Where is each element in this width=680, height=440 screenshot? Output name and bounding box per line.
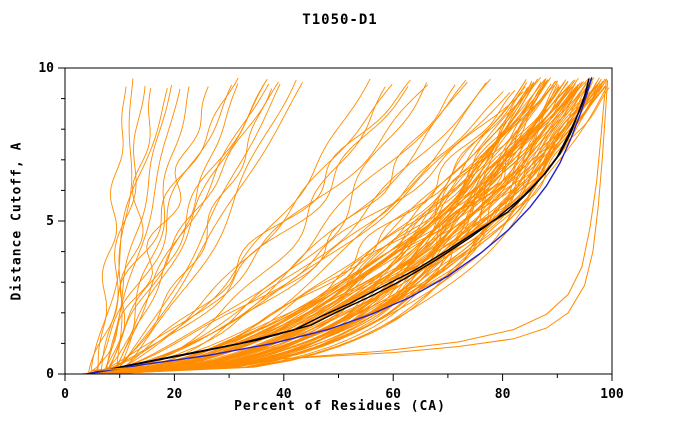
ensemble-curve xyxy=(91,85,555,374)
chart-title: T1050-D1 xyxy=(302,12,378,28)
ensemble-curve xyxy=(90,87,168,374)
ensemble-curve xyxy=(86,81,556,374)
curve-outlier-low-orange-2 xyxy=(92,78,607,371)
ensemble-curve xyxy=(107,80,533,374)
ensemble-curve xyxy=(100,83,239,374)
ensemble-curve xyxy=(98,91,524,374)
x-tick-label: 40 xyxy=(276,387,292,402)
y-tick-label: 5 xyxy=(46,214,54,229)
highlighted-curves xyxy=(86,77,609,374)
ensemble-curve xyxy=(84,83,535,374)
curve-model-black-2 xyxy=(86,78,592,374)
ensemble-curve xyxy=(93,81,583,374)
ensemble-curve xyxy=(103,90,516,374)
y-tick-label: 10 xyxy=(38,61,54,76)
ensemble-curve xyxy=(91,84,534,374)
ensemble-curve xyxy=(81,84,456,374)
ensemble-curve xyxy=(106,88,152,374)
ensemble-curve xyxy=(105,78,268,374)
ensemble-curve xyxy=(87,86,209,374)
ensemble-curve xyxy=(102,81,593,374)
x-tick-label: 0 xyxy=(61,387,69,402)
ensemble-curve xyxy=(93,84,233,374)
ensemble-curve xyxy=(110,79,411,374)
x-tick-label: 100 xyxy=(600,387,624,402)
x-tick-label: 60 xyxy=(385,387,401,402)
curve-model-blue xyxy=(86,77,593,374)
ensemble-curve xyxy=(116,86,190,374)
ensemble-curve xyxy=(95,77,595,374)
ensemble-curve xyxy=(97,86,127,374)
ensemble-curve xyxy=(89,86,409,374)
ensemble-curve xyxy=(87,77,239,374)
axis-ticks xyxy=(58,67,613,381)
x-tick-label: 80 xyxy=(495,387,511,402)
ensemble-curve xyxy=(115,83,270,374)
ensemble-curve xyxy=(101,77,579,374)
ensemble-curve xyxy=(106,82,528,374)
ensemble-curve xyxy=(96,79,467,374)
ensemble-curve xyxy=(100,84,560,374)
ensemble-curve xyxy=(94,78,491,374)
tick-labels: 0 20 40 60 80 100 0 5 10 xyxy=(38,61,624,402)
ensemble-curve xyxy=(112,82,303,374)
x-axis-label: Percent of Residues (CA) xyxy=(234,399,446,414)
ensemble-curve xyxy=(83,77,590,374)
ensemble-curve xyxy=(115,78,134,374)
ensemble-curve xyxy=(111,83,281,374)
ensemble-curve xyxy=(103,88,598,374)
ensemble-curve xyxy=(105,88,273,374)
y-tick-label: 0 xyxy=(46,367,54,382)
ensemble-curves xyxy=(81,77,610,374)
ensemble-curve xyxy=(112,83,265,374)
ensemble-curve xyxy=(100,85,146,374)
ensemble-curve xyxy=(84,80,558,374)
ensemble-curve xyxy=(103,78,593,374)
ensemble-curve xyxy=(91,84,429,374)
x-tick-label: 20 xyxy=(167,387,183,402)
ensemble-curve xyxy=(104,82,487,374)
ensemble-curve xyxy=(89,81,468,374)
ensemble-curve xyxy=(103,84,535,374)
ensemble-curve xyxy=(97,81,542,374)
ensemble-curve xyxy=(116,79,297,374)
ensemble-curve xyxy=(84,78,371,374)
ensemble-curve xyxy=(99,80,557,374)
ensemble-curve xyxy=(105,85,173,374)
ensemble-curve xyxy=(99,87,595,374)
ensemble-curve xyxy=(97,86,386,374)
